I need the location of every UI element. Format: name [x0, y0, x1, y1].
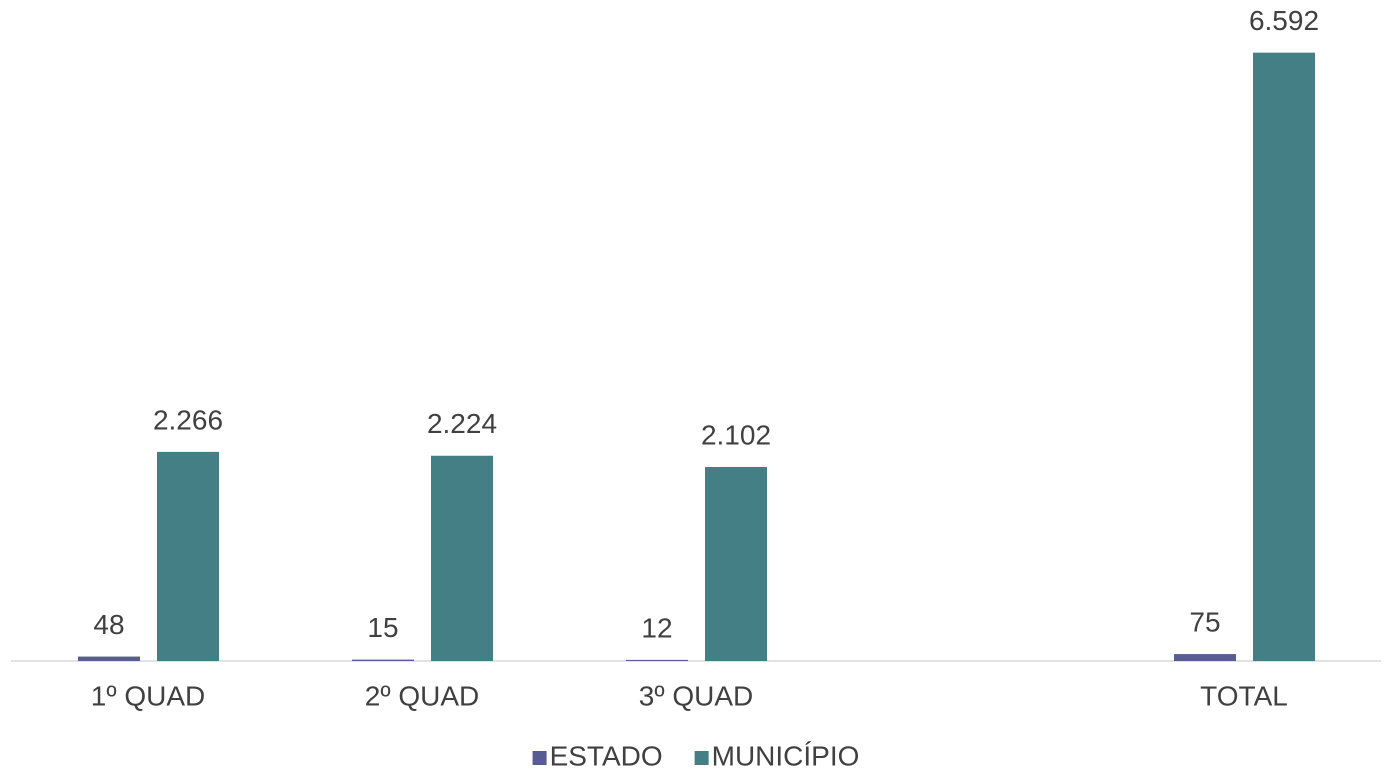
- legend-label: ESTADO: [550, 740, 663, 771]
- x-tick-label: 3º QUAD: [639, 680, 753, 711]
- x-tick-label: TOTAL: [1200, 680, 1288, 711]
- data-label: 2.224: [427, 408, 497, 439]
- data-label: 75: [1189, 606, 1220, 637]
- bar: [1174, 654, 1236, 661]
- data-label: 15: [367, 612, 398, 643]
- bar: [626, 659, 688, 661]
- bar: [78, 656, 140, 661]
- bar: [157, 451, 219, 661]
- legend: ESTADO MUNICÍPIO: [532, 740, 860, 771]
- data-label: 48: [93, 609, 124, 640]
- legend-label: MUNICÍPIO: [712, 740, 860, 771]
- bar: [1253, 52, 1315, 661]
- bar: [352, 659, 414, 661]
- bar: [431, 455, 493, 661]
- bar: [705, 467, 767, 661]
- data-label: 2.102: [701, 419, 771, 450]
- data-label: 12: [641, 612, 672, 643]
- legend-swatch: [532, 751, 547, 765]
- legend-swatch: [694, 751, 709, 765]
- x-tick-label: 1º QUAD: [91, 680, 205, 711]
- data-label: 2.266: [153, 404, 223, 435]
- data-label: 6.592: [1249, 5, 1319, 36]
- x-tick-label: 2º QUAD: [365, 680, 479, 711]
